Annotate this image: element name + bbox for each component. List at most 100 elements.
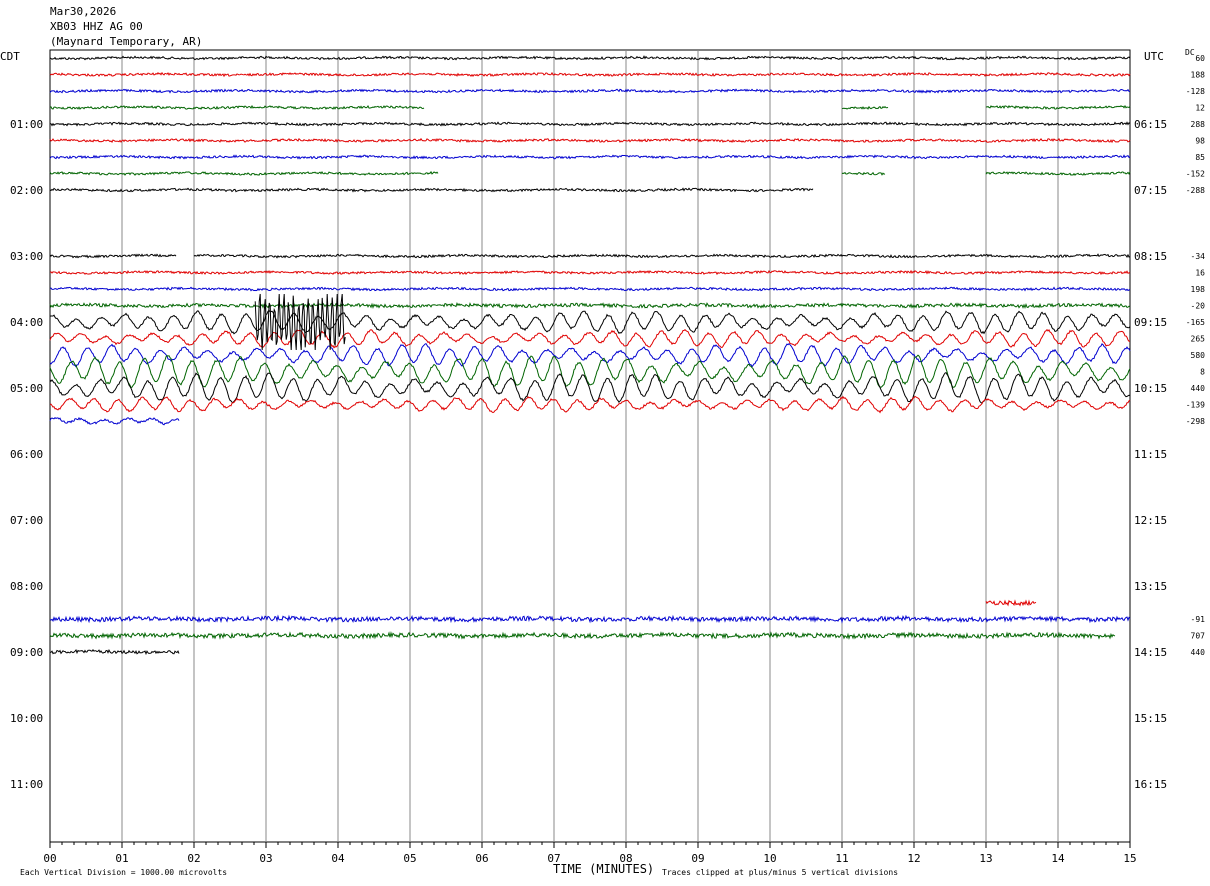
dc-offset-label: 8: [1200, 368, 1205, 377]
trace-row-3: [985, 104, 1131, 110]
trace-row-21: [49, 395, 1131, 414]
left-hour-label: 05:00: [10, 382, 43, 395]
trace-row-34: [49, 614, 1131, 624]
x-tick-label: 10: [763, 852, 776, 865]
trace-row-7: [49, 170, 439, 176]
trace-row-6: [49, 154, 1131, 160]
dc-offset-label: 198: [1191, 285, 1206, 294]
trace-row-19: [49, 354, 1131, 389]
left-hour-label: 06:00: [10, 448, 43, 461]
trace-row-4: [50, 121, 1131, 127]
x-axis-title: TIME (MINUTES): [553, 862, 655, 876]
left-hour-label: 03:00: [10, 250, 43, 263]
trace-row-1: [49, 71, 1131, 78]
trace-row-5: [49, 137, 1131, 144]
right-hour-label: 16:15: [1134, 778, 1167, 791]
dc-offset-label: -298: [1186, 417, 1205, 426]
dc-offset-label: 85: [1195, 153, 1205, 162]
x-tick-label: 09: [691, 852, 704, 865]
quake-burst: [254, 293, 346, 351]
x-tick-label: 03: [259, 852, 272, 865]
plot-location: (Maynard Temporary, AR): [50, 35, 203, 48]
x-tick-label: 06: [475, 852, 488, 865]
x-tick-label: 00: [43, 852, 56, 865]
right-hour-label: 09:15: [1134, 316, 1167, 329]
x-tick-label: 02: [187, 852, 200, 865]
dc-offset-label: 188: [1191, 71, 1206, 80]
trace-row-33: [985, 599, 1037, 607]
dc-offset-label: 12: [1195, 104, 1205, 113]
x-tick-label: 04: [331, 852, 345, 865]
trace-row-18: [49, 342, 1131, 368]
right-hour-label: 14:15: [1134, 646, 1167, 659]
trace-row-14: [49, 286, 1131, 292]
trace-row-3: [841, 105, 889, 110]
trace-row-16: [49, 309, 1131, 335]
plot-station: XB03 HHZ AG 00: [50, 20, 143, 33]
x-tick-label: 11: [835, 852, 848, 865]
right-hour-label: 13:15: [1134, 580, 1167, 593]
dc-offset-label: 440: [1191, 384, 1206, 393]
footer-clip-note: Traces clipped at plus/minus 5 vertical …: [662, 868, 899, 877]
dc-offset-label: -91: [1191, 615, 1206, 624]
dc-offset-label: -152: [1186, 170, 1205, 179]
trace-row-13: [49, 269, 1131, 276]
dc-offset-label: 580: [1191, 351, 1206, 360]
x-tick-label: 13: [979, 852, 992, 865]
dc-offset-label: -34: [1191, 252, 1206, 261]
x-tick-label: 08: [619, 852, 632, 865]
dc-label: DC: [1185, 48, 1195, 57]
left-hour-label: 07:00: [10, 514, 43, 527]
dc-offset-label: -139: [1186, 401, 1205, 410]
right-hour-label: 12:15: [1134, 514, 1167, 527]
trace-row-35: [49, 631, 1116, 640]
left-hour-label: 08:00: [10, 580, 43, 593]
dc-offset-label: 707: [1191, 632, 1206, 641]
dc-offset-label: 98: [1195, 137, 1205, 146]
trace-row-22: [49, 416, 180, 426]
plot-frame: [49, 49, 1131, 843]
x-tick-label: 15: [1123, 852, 1136, 865]
plot-date: Mar30,2026: [50, 5, 117, 18]
trace-row-3: [49, 104, 425, 110]
dc-offset-label: 440: [1191, 648, 1206, 657]
footer-scale-note: Each Vertical Division = 1000.00 microvo…: [20, 868, 228, 877]
trace-row-20: [49, 371, 1131, 404]
trace-row-36: [50, 648, 180, 656]
x-tick-label: 12: [907, 852, 920, 865]
dc-offset-label: -128: [1186, 87, 1205, 96]
x-tick-label: 07: [547, 852, 560, 865]
right-hour-label: 11:15: [1134, 448, 1167, 461]
left-hour-label: 09:00: [10, 646, 43, 659]
left-hour-label: 01:00: [10, 118, 43, 131]
dc-offset-label: 16: [1195, 269, 1205, 278]
trace-row-0: [49, 55, 1131, 61]
left-timezone-label: CDT: [0, 50, 20, 63]
dc-offset-label: -20: [1191, 302, 1206, 311]
x-tick-label: 01: [115, 852, 128, 865]
right-hour-label: 15:15: [1134, 712, 1167, 725]
x-tick-label: 14: [1051, 852, 1065, 865]
dc-offset-label: 265: [1191, 335, 1206, 344]
dc-offset-label: -288: [1186, 186, 1205, 195]
trace-row-17: [49, 328, 1130, 349]
trace-row-12: [193, 253, 1131, 259]
left-hour-label: 02:00: [10, 184, 43, 197]
left-hour-label: 11:00: [10, 778, 43, 791]
trace-row-8: [49, 187, 814, 193]
x-tick-label: 05: [403, 852, 416, 865]
left-hour-label: 04:00: [10, 316, 43, 329]
trace-row-12: [49, 253, 177, 259]
right-timezone-label: UTC: [1144, 50, 1164, 63]
trace-row-7: [985, 171, 1131, 176]
dc-offset-label: 60: [1195, 54, 1205, 63]
trace-row-2: [49, 88, 1130, 94]
trace-row-7: [841, 171, 886, 176]
dc-offset-label: -165: [1186, 318, 1205, 327]
right-hour-label: 07:15: [1134, 184, 1167, 197]
left-hour-label: 10:00: [10, 712, 43, 725]
dc-offset-label: 288: [1191, 120, 1206, 129]
right-hour-label: 10:15: [1134, 382, 1167, 395]
trace-row-15: [49, 301, 1131, 310]
